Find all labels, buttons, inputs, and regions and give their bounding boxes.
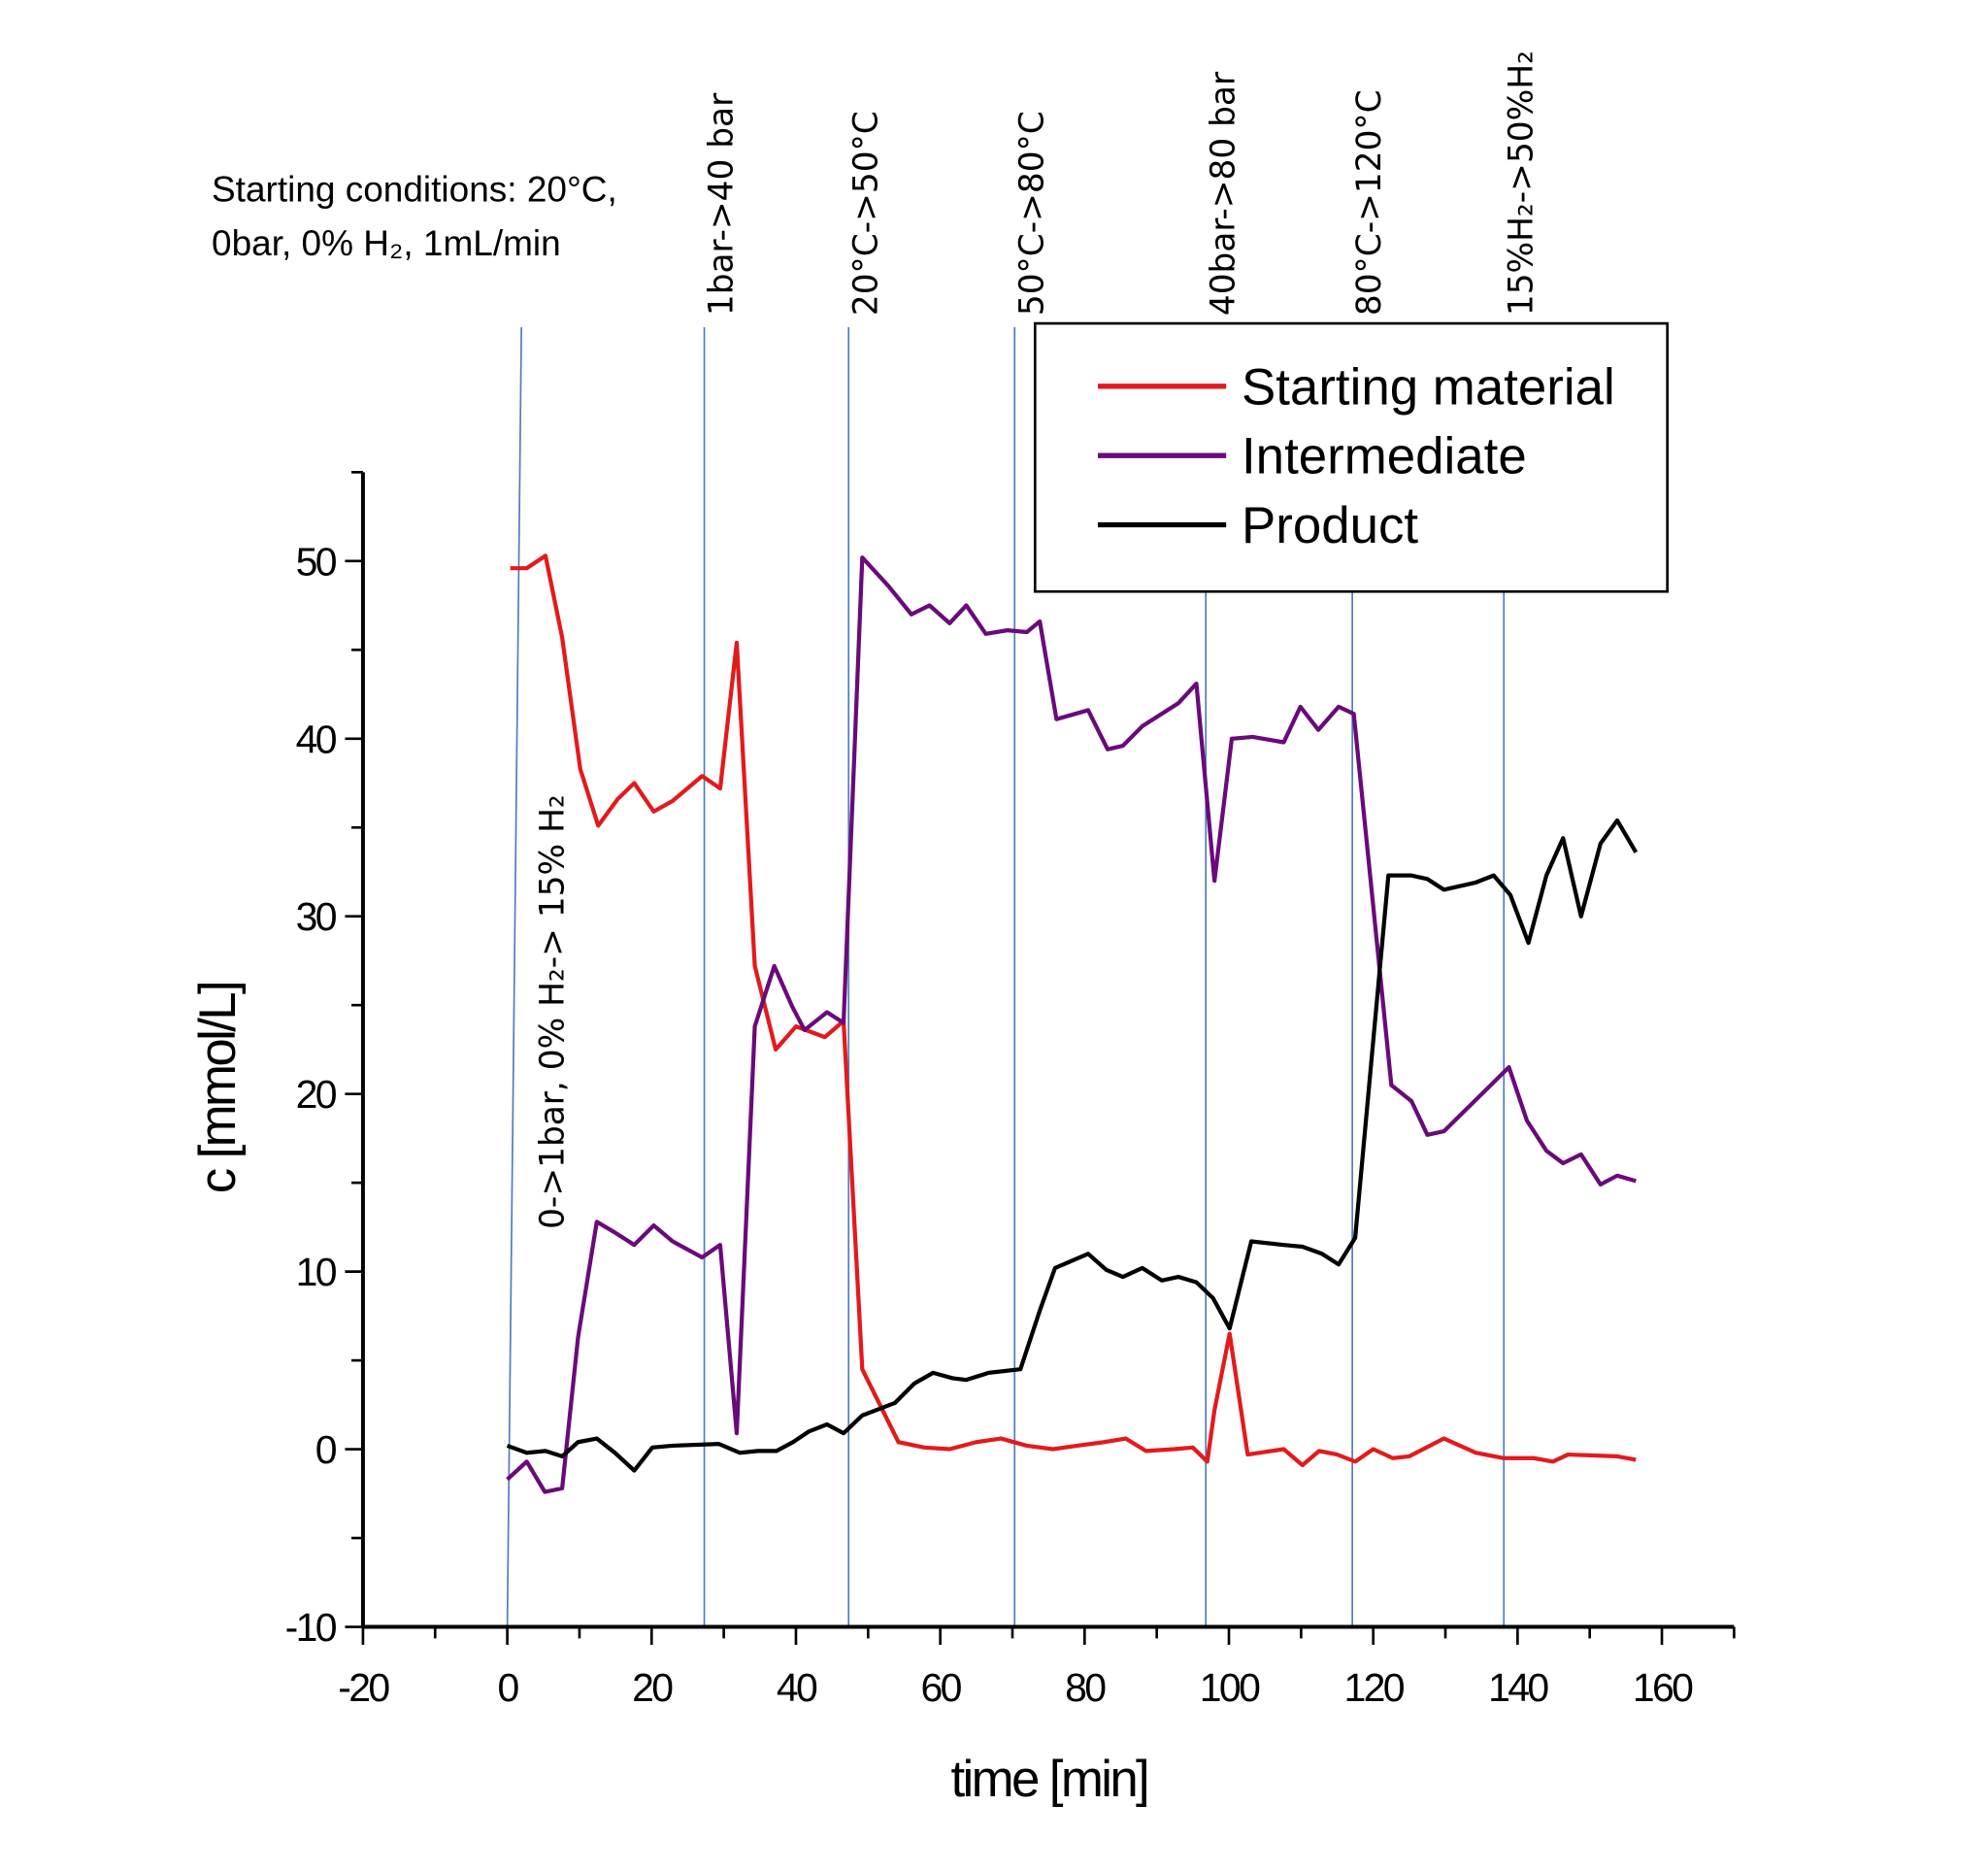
series-line-intermediate	[506, 555, 1637, 1494]
starting-conditions-line-2: 0bar, 0% H₂, 1mL/min	[212, 223, 561, 263]
series-line-starting-material	[510, 553, 1637, 1468]
series-line-product	[506, 818, 1639, 1473]
y-tick-label: 50	[296, 539, 337, 584]
x-tick-label: 120	[1343, 1665, 1404, 1710]
y-tick-label: 20	[296, 1072, 337, 1117]
x-tick-label: 20	[632, 1665, 673, 1710]
y-tick-label: 30	[296, 894, 337, 939]
series-lines	[506, 553, 1639, 1494]
annotation-label: 80°C->120°C	[1350, 89, 1389, 316]
x-tick-label: 80	[1065, 1665, 1106, 1710]
annotation-label: 1bar->40 bar	[703, 92, 742, 316]
legend-label: Intermediate	[1242, 428, 1527, 485]
x-tick-label: -20	[338, 1665, 389, 1710]
x-axis-label: time [min]	[951, 1751, 1148, 1808]
legend-label: Starting material	[1242, 358, 1615, 416]
x-tick-label: 40	[777, 1665, 817, 1710]
starting-conditions-line-1: Starting conditions: 20°C,	[212, 170, 617, 210]
annotation-label: 50°C->80°C	[1012, 111, 1051, 316]
legend-label: Product	[1242, 497, 1418, 554]
x-tick-label: 160	[1633, 1665, 1693, 1710]
axes: -20 0 20 40 60 80 100 120 140 160 -10 0 10 20 30 40 50	[285, 471, 1736, 1710]
y-tick-label: -10	[285, 1605, 337, 1650]
y-axis-label: c [mmol/L]	[189, 983, 247, 1193]
y-tick-label: 0	[315, 1427, 337, 1472]
annotations: 0->1bar, 0% H₂-> 15% H₂ 1bar->40 bar 20°C-…	[534, 50, 1541, 1229]
annotation-label: 20°C->50°C	[846, 111, 885, 316]
y-tick-label: 10	[296, 1250, 337, 1294]
event-line	[506, 327, 522, 1627]
annotation-label: 0->1bar, 0% H₂-> 15% H₂	[534, 794, 573, 1229]
x-tick-label: 140	[1488, 1665, 1548, 1710]
x-tick-label: 0	[498, 1665, 519, 1710]
event-lines	[506, 327, 1506, 1627]
annotation-label: 15%H₂->50%H₂	[1502, 50, 1541, 316]
x-tick-label: 100	[1200, 1665, 1260, 1710]
y-tick-label: 40	[296, 717, 337, 761]
x-tick-label: 60	[921, 1665, 962, 1710]
annotation-label: 40bar->80 bar	[1204, 71, 1242, 316]
legend: Starting material Intermediate Product	[1033, 321, 1669, 593]
